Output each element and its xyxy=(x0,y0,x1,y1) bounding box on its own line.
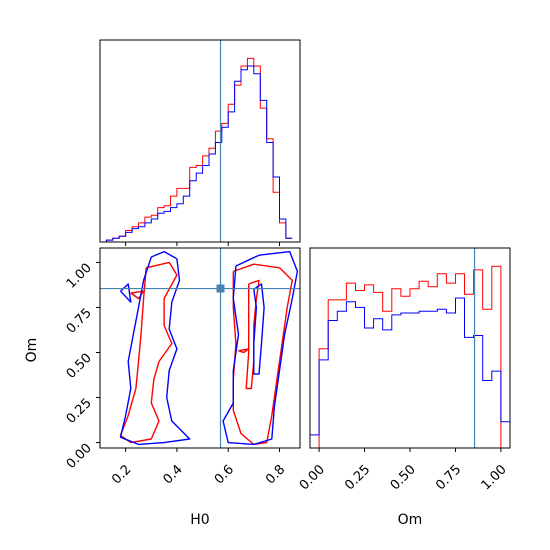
contour-series-1-level-4 xyxy=(238,348,250,354)
h0-hist-series-2 xyxy=(100,65,293,243)
contour-series-1-level-3 xyxy=(245,279,260,390)
contour-frame xyxy=(99,247,301,449)
contour-series-2-level-4 xyxy=(119,283,132,303)
contour-series-1-level-1 xyxy=(119,261,178,444)
om-histogram-frame xyxy=(309,247,511,449)
contour-series-2-level-3 xyxy=(253,283,265,375)
x-axis-label-h0: H0 xyxy=(190,512,209,528)
om-hist-series-1 xyxy=(310,265,510,449)
h0-histogram-frame xyxy=(99,39,301,243)
contour-series-2-level-1 xyxy=(119,250,191,446)
y-axis-label-om: Om xyxy=(24,338,40,363)
truth-marker xyxy=(216,284,225,293)
contour-series-2-level-2 xyxy=(222,250,299,446)
x-axis-label-om: Om xyxy=(398,512,423,528)
h0-histogram-panel xyxy=(99,39,301,246)
